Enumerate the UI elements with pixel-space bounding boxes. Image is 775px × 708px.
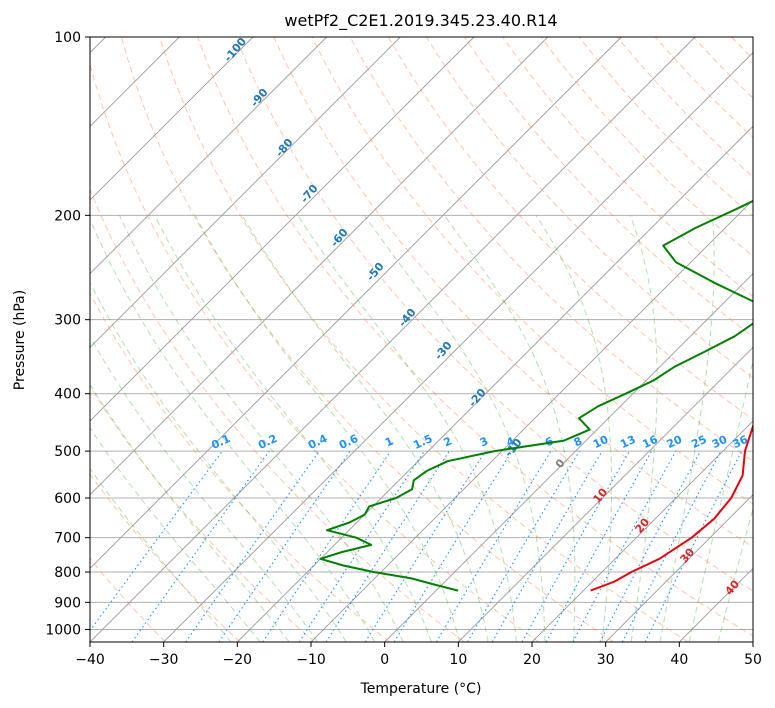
mixing-ratio-line — [572, 450, 677, 642]
isotherm-line — [90, 37, 327, 275]
moist-adiabat-line — [90, 467, 232, 642]
x-axis-label: Temperature (°C) — [360, 681, 482, 697]
mixing-ratio-label: 36 — [731, 433, 751, 451]
mixing-ratio-label: 25 — [689, 433, 708, 451]
y-axis-label: Pressure (hPa) — [12, 290, 28, 390]
x-tick-label: −20 — [223, 652, 253, 668]
mixing-ratio-label: 20 — [665, 433, 685, 451]
moist-adiabat-line — [535, 215, 613, 642]
y-tick-label: 900 — [54, 595, 81, 611]
dry-adiabat-line — [387, 37, 753, 420]
mixing-ratio-line — [467, 450, 580, 642]
moist-adiabat-line — [90, 335, 319, 642]
mixing-ratio-line — [393, 450, 513, 642]
y-tick-label: 500 — [54, 444, 81, 460]
isotherm-line — [90, 37, 475, 422]
profiles — [319, 199, 753, 592]
y-tick-label: 700 — [54, 531, 81, 547]
chart-title: wetPf2_C2E1.2019.345.23.40.R14 — [284, 11, 557, 31]
x-tick-label: −30 — [149, 652, 179, 668]
isotherm-line — [90, 37, 696, 642]
dry-adiabat-line — [464, 37, 753, 338]
mixing-ratio-line — [298, 450, 425, 642]
moist-adiabat-line — [629, 215, 658, 642]
mixing-ratio-line — [435, 450, 552, 642]
dry-adiabat-line — [197, 37, 753, 637]
y-tick-label: 800 — [54, 565, 81, 581]
moist-adiabat-line — [364, 215, 546, 642]
dry-adiabat-line — [120, 37, 614, 642]
moist-adiabat-line — [154, 215, 432, 642]
mixing-ratio-line — [325, 450, 450, 642]
mixing-ratio-line — [364, 450, 486, 642]
mixing-ratio-line — [599, 450, 701, 642]
isotherm-line — [752, 641, 753, 642]
dry-adiabat-line — [90, 62, 540, 642]
isotherm-line — [605, 494, 753, 642]
x-tick-label: 40 — [670, 652, 688, 668]
temperature-profile-line — [590, 421, 753, 592]
x-tick-label: 30 — [597, 652, 615, 668]
isotherm-line — [90, 37, 548, 496]
isotherm-line — [310, 199, 753, 642]
plot-frame — [89, 36, 754, 643]
isotherm-line — [384, 273, 753, 642]
isotherm-line — [531, 420, 753, 642]
mixing-ratio-label: 13 — [618, 433, 637, 451]
moist-adiabat-line — [90, 383, 290, 642]
mixing-ratio-label: 30 — [710, 433, 730, 451]
moist-adiabat-line — [90, 281, 347, 642]
dry-adiabat-line — [770, 37, 775, 642]
x-tick-label: 50 — [744, 652, 762, 668]
plot-background — [90, 37, 753, 642]
y-tick-label: 400 — [54, 387, 81, 403]
y-tick-label: 300 — [54, 313, 81, 329]
mixing-ratio-line — [185, 450, 320, 642]
dry-adiabat-line — [90, 188, 465, 642]
x-tick-label: −10 — [296, 652, 326, 668]
y-tick-label: 100 — [54, 30, 81, 46]
mixing-ratio-label: 16 — [640, 433, 660, 451]
x-tick-label: 10 — [449, 652, 467, 668]
mixing-ratio-label: 10 — [591, 433, 611, 451]
isotherm-line — [458, 346, 753, 642]
dry-adiabat-line — [311, 37, 753, 505]
moist-adiabat-line — [194, 215, 461, 642]
isotherm-line — [163, 52, 753, 642]
moist-adiabat-line — [443, 215, 576, 642]
dry-adiabat-line — [235, 37, 753, 592]
dewpoint-profile-line — [319, 199, 753, 592]
x-tick-label: 0 — [380, 652, 389, 668]
dry-adiabat-line — [90, 292, 390, 642]
dry-adiabat-line — [159, 37, 689, 642]
moist-adiabat-line — [90, 218, 376, 642]
moist-adiabat-line — [119, 215, 404, 642]
x-tick-label: 20 — [523, 652, 541, 668]
mixing-ratio-line — [218, 450, 351, 642]
isotherm-line — [90, 37, 254, 201]
y-axis-ticks: 100 200 300 400 500 600 700 800 900 1000 — [45, 30, 90, 638]
x-axis-ticks: −40 −30 −20 −10 0 10 20 30 40 50 — [75, 642, 762, 668]
dry-adiabat-line — [273, 37, 753, 548]
x-tick-label: −40 — [75, 652, 105, 668]
moist-adiabat-line — [241, 215, 489, 642]
isotherm-line — [90, 37, 622, 569]
dry-adiabat-line — [349, 37, 753, 462]
background-lines — [90, 37, 775, 642]
mixing-ratio-line — [262, 450, 392, 642]
isotherm-line — [90, 37, 401, 348]
dry-adiabat-line — [502, 37, 753, 298]
isotherm-line — [237, 125, 753, 642]
dry-adiabat-line — [90, 385, 316, 642]
dry-adiabat-line — [90, 473, 241, 642]
moist-adiabat-line — [659, 215, 715, 642]
y-tick-label: 1000 — [45, 622, 81, 638]
y-tick-label: 600 — [54, 491, 81, 507]
moist-adiabat-line — [90, 427, 261, 642]
y-tick-label: 200 — [54, 208, 81, 224]
dry-adiabat-line — [425, 37, 753, 379]
